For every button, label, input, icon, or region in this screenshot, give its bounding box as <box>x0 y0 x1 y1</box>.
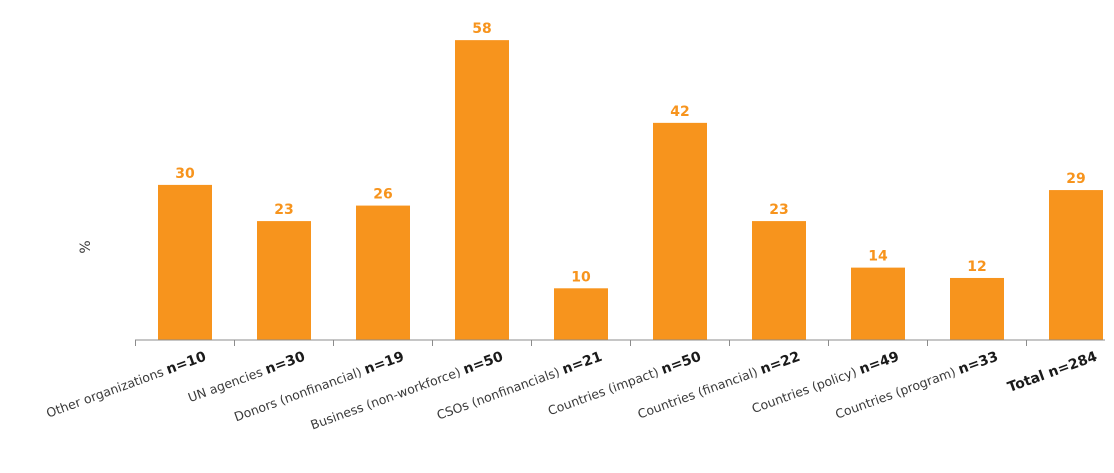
x-tick-label: Business (non-workforce) n=50 <box>308 349 505 434</box>
bar <box>950 277 1004 340</box>
x-tick-label-category: Other organizations <box>44 363 169 421</box>
x-tick-label-n: n=21 <box>560 349 604 378</box>
x-tick-label-n: n=33 <box>956 349 1000 378</box>
bar <box>158 184 212 340</box>
data-label: 29 <box>1066 171 1085 187</box>
x-tick-label-category: Total <box>1006 366 1052 396</box>
data-label: 10 <box>571 269 591 285</box>
x-tick-label: CSOs (nonfinancials) n=21 <box>435 349 605 424</box>
x-tick-label-n: n=50 <box>461 349 505 378</box>
y-axis-label: % <box>78 240 94 253</box>
x-tick-label: Total n=284 <box>1006 349 1100 396</box>
x-tick-label-n: n=22 <box>758 349 802 378</box>
data-label: 23 <box>769 202 788 218</box>
data-label: 12 <box>967 259 986 275</box>
x-axis <box>135 339 1105 346</box>
bar <box>356 205 410 340</box>
bar <box>455 40 509 340</box>
x-tick-label: Countries (financial) n=22 <box>636 349 803 423</box>
data-label: 26 <box>373 187 392 203</box>
bars-group <box>158 40 1103 340</box>
x-tick-label: Countries (program) n=33 <box>833 349 1000 423</box>
data-label: 23 <box>274 202 293 218</box>
data-label: 30 <box>175 166 195 182</box>
bar <box>257 221 311 340</box>
x-tick-label-n: n=19 <box>362 349 406 378</box>
x-tick-label-n: n=10 <box>164 349 208 378</box>
x-tick-label-n: n=49 <box>857 349 901 378</box>
bar <box>653 122 707 340</box>
x-tick-label-n: n=30 <box>263 349 307 378</box>
data-label: 14 <box>868 249 888 265</box>
x-tick-label-n: n=284 <box>1046 349 1100 382</box>
bar <box>554 288 608 340</box>
data-label: 42 <box>670 104 689 120</box>
data-labels-group: 30 23 26 58 10 42 23 14 12 29 <box>175 21 1085 285</box>
bar <box>851 267 905 340</box>
x-tick-label-category: UN agencies <box>186 363 268 405</box>
data-label: 58 <box>472 21 491 37</box>
bar <box>752 221 806 340</box>
x-tick-label: Other organizations n=10 <box>44 349 208 422</box>
bar <box>1049 190 1103 340</box>
x-tick-label-n: n=50 <box>659 349 703 378</box>
